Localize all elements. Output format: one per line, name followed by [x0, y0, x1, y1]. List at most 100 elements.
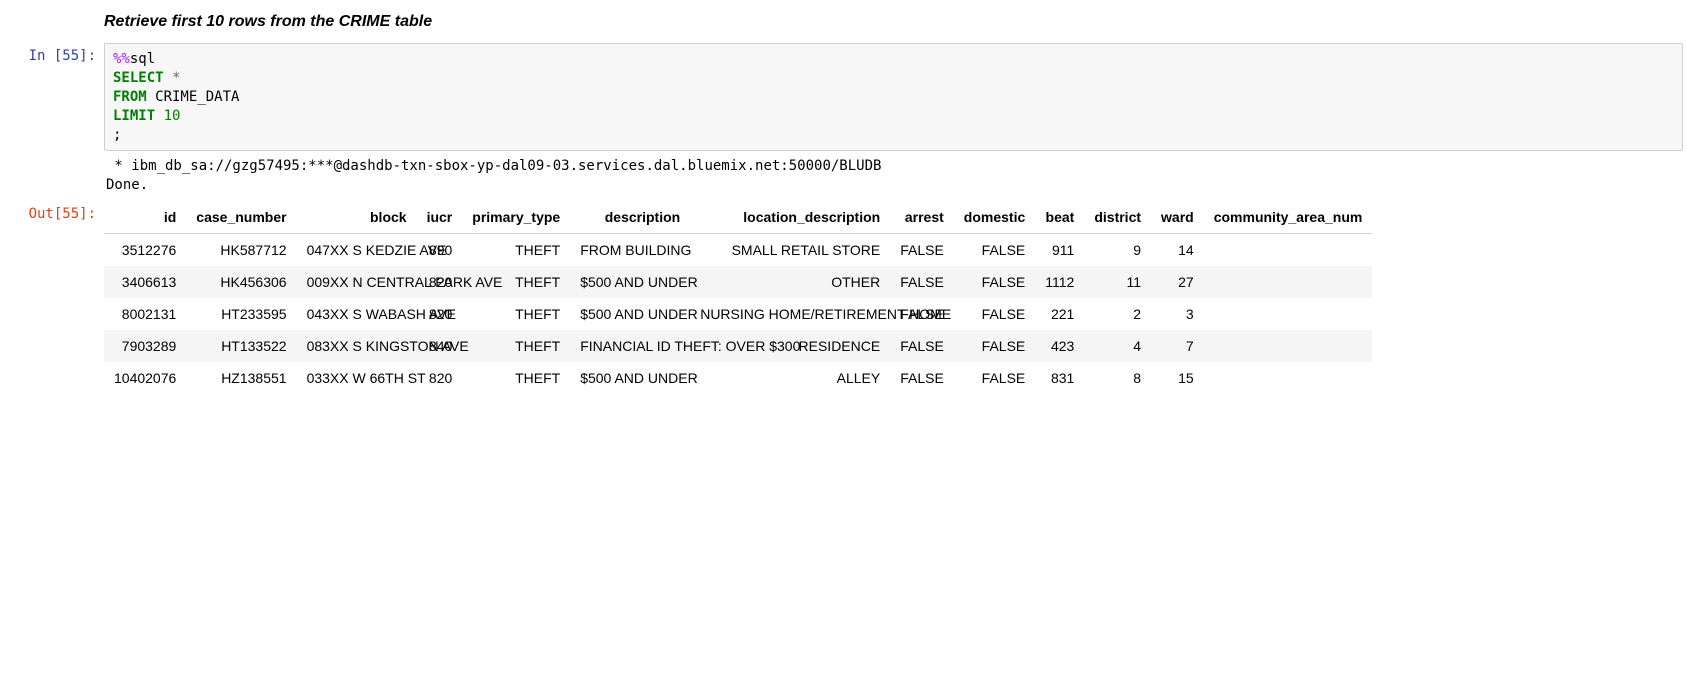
output-prompt: Out[55]:: [0, 201, 104, 394]
code-kw-from: FROM: [113, 89, 147, 105]
cell-community_area_num: [1204, 298, 1373, 330]
cell-case_number: HT233595: [186, 298, 296, 330]
cell-beat: 423: [1035, 330, 1084, 362]
cell-beat: 1112: [1035, 266, 1084, 298]
cell-case_number: HK587712: [186, 234, 296, 267]
input-content: %%sql SELECT * FROM CRIME_DATA LIMIT 10 …: [104, 43, 1687, 197]
cell-district: 4: [1084, 330, 1151, 362]
cell-primary_type: THEFT: [462, 298, 570, 330]
table-body: 3512276HK587712047XX S KEDZIE AVE890THEF…: [104, 234, 1372, 395]
table-col-case_number: case_number: [186, 201, 296, 234]
table-col-primary_type: primary_type: [462, 201, 570, 234]
table-col-iucr: iucr: [417, 201, 463, 234]
cell-id: 3512276: [104, 234, 186, 267]
cell-case_number: HK456306: [186, 266, 296, 298]
cell-community_area_num: [1204, 362, 1373, 394]
output-table: idcase_numberblockiucrprimary_typedescri…: [104, 201, 1372, 394]
table-col-description: description: [570, 201, 690, 234]
table-col-domestic: domestic: [954, 201, 1035, 234]
cell-block: 047XX S KEDZIE AVE: [297, 234, 417, 267]
code-limit-num: 10: [155, 108, 180, 124]
code-star: *: [164, 70, 181, 86]
cell-ward: 15: [1151, 362, 1204, 394]
cell-community_area_num: [1204, 234, 1373, 267]
notebook: Retrieve first 10 rows from the CRIME ta…: [0, 0, 1687, 394]
table-row: 8002131HT233595043XX S WABASH AVE820THEF…: [104, 298, 1372, 330]
cell-block: 009XX N CENTRAL PARK AVE: [297, 266, 417, 298]
cell-community_area_num: [1204, 330, 1373, 362]
table-col-ward: ward: [1151, 201, 1204, 234]
input-cell: In [55]: %%sql SELECT * FROM CRIME_DATA …: [0, 43, 1687, 197]
cell-id: 3406613: [104, 266, 186, 298]
cell-description: $500 AND UNDER: [570, 266, 690, 298]
cell-primary_type: THEFT: [462, 234, 570, 267]
cell-district: 9: [1084, 234, 1151, 267]
cell-arrest: FALSE: [890, 266, 954, 298]
cell-location_description: ALLEY: [690, 362, 890, 394]
cell-id: 8002131: [104, 298, 186, 330]
cell-domestic: FALSE: [954, 362, 1035, 394]
output-content: idcase_numberblockiucrprimary_typedescri…: [104, 201, 1687, 394]
code-kw-limit: LIMIT: [113, 108, 155, 124]
cell-block: 083XX S KINGSTON AVE: [297, 330, 417, 362]
code-from-rest: CRIME_DATA: [147, 89, 240, 105]
markdown-heading: Retrieve first 10 rows from the CRIME ta…: [104, 13, 432, 30]
cell-beat: 831: [1035, 362, 1084, 394]
cell-location_description: SMALL RETAIL STORE: [690, 234, 890, 267]
stdout: * ibm_db_sa://gzg57495:***@dashdb-txn-sb…: [104, 151, 1683, 197]
cell-beat: 221: [1035, 298, 1084, 330]
table-row: 3512276HK587712047XX S KEDZIE AVE890THEF…: [104, 234, 1372, 267]
cell-domestic: FALSE: [954, 298, 1035, 330]
cell-primary_type: THEFT: [462, 362, 570, 394]
cell-block: 033XX W 66TH ST: [297, 362, 417, 394]
cell-arrest: FALSE: [890, 330, 954, 362]
table-col-block: block: [297, 201, 417, 234]
table-col-location_description: location_description: [690, 201, 890, 234]
code-magic: %%: [113, 51, 130, 67]
table-col-id: id: [104, 201, 186, 234]
cell-description: $500 AND UNDER: [570, 298, 690, 330]
cell-ward: 14: [1151, 234, 1204, 267]
output-cell: Out[55]: idcase_numberblockiucrprimary_t…: [0, 201, 1687, 394]
code-kw-select: SELECT: [113, 70, 164, 86]
table-col-district: district: [1084, 201, 1151, 234]
stdout-line2: Done.: [106, 177, 148, 193]
table-col-community_area_num: community_area_num: [1204, 201, 1373, 234]
cell-domestic: FALSE: [954, 330, 1035, 362]
cell-domestic: FALSE: [954, 234, 1035, 267]
cell-ward: 7: [1151, 330, 1204, 362]
cell-block: 043XX S WABASH AVE: [297, 298, 417, 330]
table-col-beat: beat: [1035, 201, 1084, 234]
cell-id: 7903289: [104, 330, 186, 362]
cell-district: 11: [1084, 266, 1151, 298]
cell-location_description: NURSING HOME/RETIREMENT HOME: [690, 298, 890, 330]
markdown-cell: Retrieve first 10 rows from the CRIME ta…: [0, 8, 1687, 43]
stdout-line1: * ibm_db_sa://gzg57495:***@dashdb-txn-sb…: [106, 158, 881, 174]
cell-description: $500 AND UNDER: [570, 362, 690, 394]
cell-district: 8: [1084, 362, 1151, 394]
cell-description: FROM BUILDING: [570, 234, 690, 267]
cell-arrest: FALSE: [890, 362, 954, 394]
code-magic-name: sql: [130, 51, 155, 67]
cell-domestic: FALSE: [954, 266, 1035, 298]
cell-id: 10402076: [104, 362, 186, 394]
cell-community_area_num: [1204, 266, 1373, 298]
table-header-row: idcase_numberblockiucrprimary_typedescri…: [104, 201, 1372, 234]
table-row: 3406613HK456306009XX N CENTRAL PARK AVE8…: [104, 266, 1372, 298]
table-head: idcase_numberblockiucrprimary_typedescri…: [104, 201, 1372, 234]
cell-district: 2: [1084, 298, 1151, 330]
cell-beat: 911: [1035, 234, 1084, 267]
input-prompt: In [55]:: [0, 43, 104, 197]
code-input[interactable]: %%sql SELECT * FROM CRIME_DATA LIMIT 10 …: [104, 43, 1683, 151]
table-row: 10402076HZ138551033XX W 66TH ST820THEFT$…: [104, 362, 1372, 394]
cell-case_number: HZ138551: [186, 362, 296, 394]
table-col-arrest: arrest: [890, 201, 954, 234]
cell-ward: 3: [1151, 298, 1204, 330]
cell-location_description: OTHER: [690, 266, 890, 298]
cell-arrest: FALSE: [890, 234, 954, 267]
cell-ward: 27: [1151, 266, 1204, 298]
code-semicolon: ;: [113, 127, 121, 143]
table-row: 7903289HT133522083XX S KINGSTON AVE840TH…: [104, 330, 1372, 362]
cell-primary_type: THEFT: [462, 330, 570, 362]
cell-case_number: HT133522: [186, 330, 296, 362]
